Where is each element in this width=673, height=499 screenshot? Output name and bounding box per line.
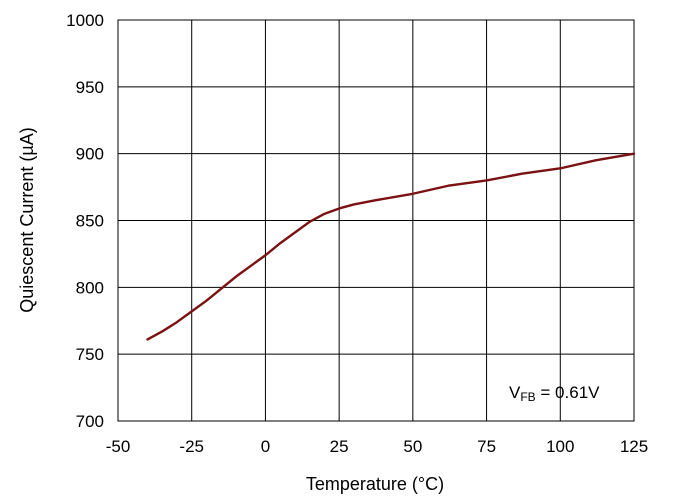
series-line	[146, 152, 636, 341]
x-tick-label: 125	[620, 437, 648, 456]
x-axis-label: Temperature (°C)	[306, 474, 444, 494]
x-tick-label: -50	[106, 437, 131, 456]
x-tick-label: 75	[477, 437, 496, 456]
annotation-subscript: FB	[520, 390, 535, 404]
x-tick-label: 100	[546, 437, 574, 456]
vfb-annotation: VFB = 0.61V	[509, 383, 600, 404]
y-tick-label: 950	[76, 78, 104, 97]
annotation-value: = 0.61V	[536, 383, 600, 402]
y-tick-labels: 700 750 800 850 900 950 1000	[66, 11, 104, 431]
y-tick-label: 800	[76, 278, 104, 297]
series-layer	[146, 152, 636, 341]
y-tick-label: 700	[76, 412, 104, 431]
grid-lines	[117, 19, 635, 422]
y-tick-label: 750	[76, 345, 104, 364]
x-tick-label: 50	[403, 437, 422, 456]
x-tick-label: 25	[330, 437, 349, 456]
annotation-prefix: V	[509, 383, 521, 402]
y-tick-label: 900	[76, 145, 104, 164]
y-axis-label: Quiescent Current (µA)	[17, 127, 37, 312]
y-tick-label: 850	[76, 212, 104, 231]
plot-frame	[117, 19, 635, 422]
x-tick-label: -25	[179, 437, 204, 456]
x-tick-labels: -50 -25 0 25 50 75 100 125	[106, 437, 648, 456]
x-tick-label: 0	[261, 437, 270, 456]
y-tick-label: 1000	[66, 11, 104, 30]
